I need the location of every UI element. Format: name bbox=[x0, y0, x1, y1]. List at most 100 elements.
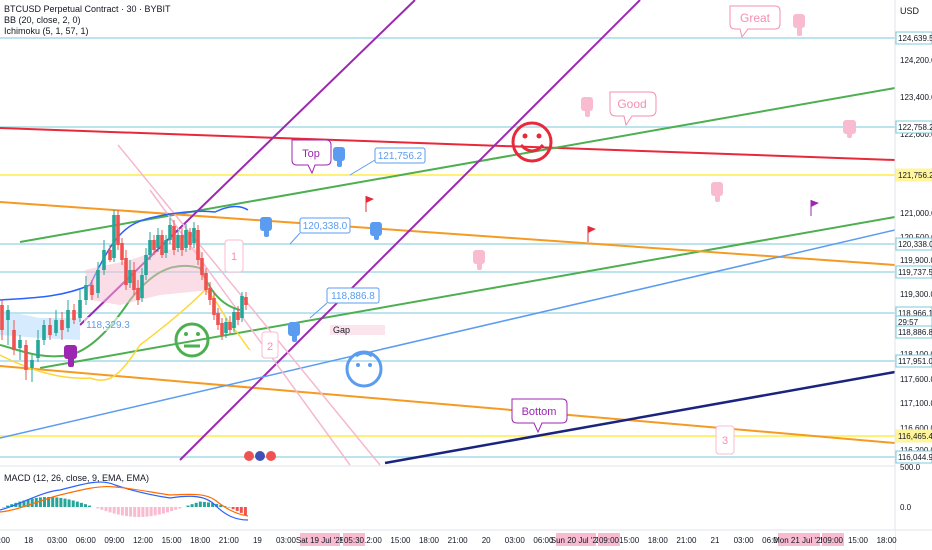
hand-pointer-icon bbox=[64, 345, 77, 367]
callout-118886-label: 118,886.8 bbox=[331, 291, 375, 302]
macd-bar bbox=[202, 501, 206, 507]
bottom-callout[interactable]: Bottom bbox=[511, 398, 568, 434]
macd-bar bbox=[71, 500, 75, 507]
candle bbox=[102, 240, 106, 275]
candle bbox=[60, 312, 64, 340]
time-tick-label: 21:00 bbox=[0, 536, 11, 545]
flag-icon[interactable] bbox=[587, 226, 596, 242]
navy-trendline[interactable] bbox=[384, 370, 896, 465]
time-tick-label: 21:00 bbox=[219, 536, 240, 545]
macd-bar bbox=[145, 507, 149, 517]
macd-bar bbox=[55, 497, 59, 507]
callout-121756[interactable]: 121,756.2 bbox=[349, 147, 426, 176]
wave-label-2[interactable]: 2 bbox=[261, 331, 279, 359]
event-icon[interactable] bbox=[244, 451, 276, 461]
macd-bar bbox=[227, 507, 231, 508]
purple-channel-lower[interactable] bbox=[179, 0, 641, 461]
pink-diagonal-1 bbox=[117, 144, 381, 466]
hand-pointer-icon bbox=[288, 322, 300, 342]
cloud-pink bbox=[85, 248, 210, 305]
sad-face-icon[interactable] bbox=[345, 350, 383, 388]
time-tick-label: 15:00 bbox=[390, 536, 411, 545]
macd-bar bbox=[125, 507, 128, 517]
callout-118886[interactable]: 118,886.8 bbox=[309, 287, 380, 319]
candle bbox=[78, 290, 82, 322]
macd-bar bbox=[116, 507, 120, 515]
svg-text:117,951.0: 117,951.0 bbox=[898, 357, 932, 366]
macd-bar bbox=[59, 497, 63, 507]
macd-legend[interactable]: MACD (12, 26, close, 9, EMA, EMA) bbox=[4, 473, 150, 483]
macd-bar bbox=[84, 504, 87, 507]
green-trendline-upper[interactable] bbox=[19, 87, 896, 243]
candle bbox=[200, 252, 204, 280]
ichimoku-indicator-label[interactable]: Ichimoku (5, 1, 57, 1) bbox=[4, 26, 89, 36]
candle bbox=[30, 355, 34, 382]
wave-label-1[interactable]: 1 bbox=[224, 239, 244, 273]
orange-trendline-upper[interactable] bbox=[0, 201, 896, 266]
time-axis-bg[interactable] bbox=[0, 530, 895, 550]
time-tick-label: 18 bbox=[24, 536, 33, 545]
happy-face-icon[interactable] bbox=[511, 121, 553, 163]
macd-bar bbox=[157, 507, 161, 515]
candle bbox=[128, 260, 132, 288]
symbol-title[interactable]: BTCUSD Perpetual Contract · 30 · BYBIT bbox=[4, 4, 171, 14]
callout-120338[interactable]: 120,338.0 bbox=[289, 217, 351, 245]
hand-pointer-icon bbox=[581, 97, 593, 117]
price-badge: 120,338.0 bbox=[895, 237, 932, 251]
macd-bar bbox=[51, 497, 55, 507]
callout-120338-label: 120,338.0 bbox=[303, 221, 348, 232]
great-callout[interactable]: Great bbox=[729, 5, 781, 39]
cloud-blue bbox=[0, 310, 80, 340]
macd-bar bbox=[235, 507, 239, 511]
candle bbox=[164, 235, 168, 258]
candle bbox=[140, 268, 144, 302]
hand-pointer-icon bbox=[333, 147, 345, 167]
time-tick-label: 12:00 bbox=[362, 536, 383, 545]
blue-trendline[interactable] bbox=[0, 229, 896, 439]
time-tick-label: 19 bbox=[253, 536, 262, 545]
macd-bar bbox=[6, 505, 10, 507]
flag-icon[interactable] bbox=[365, 196, 374, 212]
red-trendline[interactable] bbox=[0, 127, 896, 161]
time-tick-label: 12:00 bbox=[133, 536, 154, 545]
macd-line bbox=[0, 481, 249, 521]
price-badge: 116,465.4 bbox=[895, 429, 932, 443]
price-badge: 118,886.8 bbox=[895, 325, 932, 339]
wave-label-3[interactable]: 3 bbox=[715, 425, 735, 455]
candle bbox=[148, 232, 152, 260]
macd-bar bbox=[239, 507, 243, 513]
callout-118329[interactable]: 118,329.3 bbox=[84, 317, 132, 331]
macd-bar bbox=[243, 507, 247, 516]
hand-pointer-icon bbox=[843, 120, 856, 138]
macd-bar bbox=[88, 505, 92, 507]
macd-bar bbox=[207, 502, 210, 507]
macd-bar bbox=[141, 507, 145, 517]
price-tick-label: 117,100.0 bbox=[900, 399, 932, 408]
date-badge: 09:00 bbox=[822, 533, 844, 546]
good-callout[interactable]: Good bbox=[609, 91, 657, 127]
top-callout[interactable]: Top bbox=[291, 139, 332, 175]
candle bbox=[66, 300, 70, 332]
macd-bar bbox=[129, 507, 133, 517]
macd-bar bbox=[120, 507, 124, 516]
macd-signal bbox=[0, 485, 249, 517]
candle bbox=[168, 218, 172, 244]
macd-bar bbox=[231, 507, 235, 510]
flag-icon[interactable] bbox=[810, 200, 819, 216]
price-tick-label: 123,400.0 bbox=[900, 93, 932, 102]
bb-upper bbox=[0, 205, 249, 301]
neutral-face-icon[interactable] bbox=[174, 322, 210, 358]
top-label: Top bbox=[302, 148, 320, 160]
bb-indicator-label[interactable]: BB (20, close, 2, 0) bbox=[4, 15, 81, 25]
candle bbox=[36, 330, 40, 362]
candle bbox=[228, 316, 232, 334]
macd-bar bbox=[30, 498, 34, 507]
orange-trendline-lower[interactable] bbox=[0, 365, 896, 444]
candle bbox=[90, 280, 94, 300]
currency-label: USD bbox=[900, 6, 920, 16]
macd-bar bbox=[186, 505, 190, 507]
candle bbox=[136, 280, 140, 305]
green-trendline-lower[interactable] bbox=[39, 216, 896, 369]
gap-zone bbox=[330, 325, 385, 335]
